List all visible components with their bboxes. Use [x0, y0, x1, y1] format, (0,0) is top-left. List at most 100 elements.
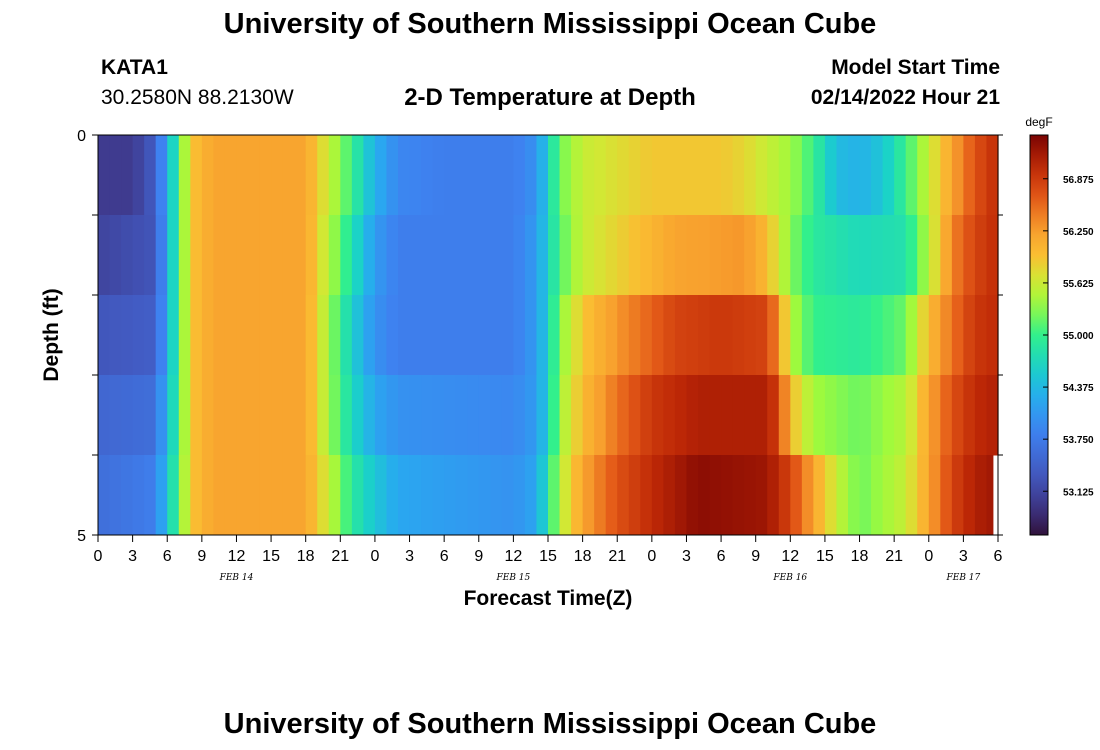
heatmap-cell	[824, 135, 838, 216]
heatmap-cell	[963, 375, 976, 456]
heatmap-cell	[894, 295, 907, 376]
heatmap-cell	[974, 135, 988, 216]
heatmap-cell	[824, 375, 838, 456]
heatmap-cell	[478, 455, 491, 536]
heatmap-cell	[294, 135, 307, 216]
heatmap-cell	[698, 135, 711, 216]
colorbar-tick-label: 55.625	[1063, 279, 1094, 290]
heatmap-cell	[524, 455, 538, 536]
heatmap-cell	[374, 295, 388, 376]
heatmap-cell	[478, 215, 491, 296]
heatmap-cell	[651, 295, 664, 376]
heatmap-cell	[686, 375, 699, 456]
heatmap-cell	[201, 135, 214, 216]
heatmap-cell	[974, 215, 988, 296]
heatmap-cell	[801, 375, 814, 456]
heatmap-cell	[109, 375, 122, 456]
heatmap-cell	[617, 215, 630, 296]
heatmap-cell	[721, 375, 734, 456]
heatmap-cell	[548, 295, 561, 376]
x-tick-label: 3	[959, 548, 968, 565]
heatmap-cell	[155, 215, 168, 296]
heatmap-cell	[536, 135, 549, 216]
heatmap-cell	[674, 295, 688, 376]
heatmap-cell	[351, 135, 364, 216]
heatmap-cell	[548, 135, 561, 216]
heatmap-cell	[674, 135, 688, 216]
heatmap-cell	[836, 295, 849, 376]
heatmap-cell	[409, 135, 422, 216]
heatmap-cell	[432, 375, 445, 456]
x-tick-label: 15	[262, 548, 280, 565]
heatmap-cell	[824, 295, 838, 376]
colorbar-tick-label: 53.750	[1063, 435, 1094, 446]
colorbar-tick-label: 53.125	[1063, 487, 1094, 498]
heatmap-cell	[940, 135, 953, 216]
heatmap-cell	[698, 295, 711, 376]
heatmap-cell	[582, 295, 595, 376]
x-tick-label: 6	[717, 548, 726, 565]
x-tick-label: 0	[94, 548, 103, 565]
heatmap-cell	[663, 375, 676, 456]
heatmap-cell	[478, 295, 491, 376]
heatmap-cell	[536, 455, 549, 536]
heatmap-cell	[259, 135, 272, 216]
heatmap-cell	[548, 215, 561, 296]
heatmap-cell	[490, 135, 503, 216]
heatmap-cell	[524, 215, 538, 296]
heatmap-cell	[259, 215, 272, 296]
heatmap-cell	[524, 295, 538, 376]
heatmap-cell	[248, 375, 261, 456]
heatmap-cell	[132, 215, 145, 296]
heatmap-cell	[698, 375, 711, 456]
heatmap-cell	[144, 455, 157, 536]
heatmap-cell	[951, 375, 964, 456]
heatmap-cell	[767, 375, 780, 456]
heatmap-cell	[882, 135, 895, 216]
heatmap-cell	[905, 135, 918, 216]
heatmap-cell	[467, 375, 480, 456]
heatmap-cell	[594, 135, 607, 216]
heatmap-cell	[709, 215, 722, 296]
heatmap-cell	[709, 135, 722, 216]
heatmap-cell	[859, 215, 872, 296]
heatmap-cell	[744, 295, 757, 376]
x-tick-label: 0	[370, 548, 379, 565]
chart-subtitle: 2-D Temperature at Depth	[404, 84, 696, 111]
heatmap-cell	[871, 375, 884, 456]
heatmap-cell	[848, 375, 861, 456]
heatmap-cell	[144, 135, 157, 216]
heatmap-cell	[144, 295, 157, 376]
heatmap-cell	[271, 215, 284, 296]
heatmap-cell	[848, 215, 861, 296]
heatmap-cell	[801, 215, 814, 296]
heatmap-cell	[594, 295, 607, 376]
colorbar-tick-label: 54.375	[1063, 383, 1094, 394]
heatmap-cell	[951, 295, 964, 376]
heatmap-cell	[905, 455, 918, 536]
heatmap-cell	[167, 375, 180, 456]
heatmap-cell	[928, 215, 941, 296]
heatmap-cell	[432, 215, 445, 296]
page-title: University of Southern Mississippi Ocean…	[223, 8, 877, 40]
heatmap-cell	[894, 135, 907, 216]
heatmap-cell	[501, 375, 514, 456]
heatmap-cell	[305, 215, 318, 296]
x-tick-label: 6	[163, 548, 172, 565]
heatmap-cell	[340, 375, 353, 456]
heatmap-cell	[455, 455, 468, 536]
heatmap-cell	[121, 375, 134, 456]
heatmap-cell	[155, 295, 168, 376]
heatmap-cell	[882, 295, 895, 376]
heatmap-cell	[778, 375, 791, 456]
date-label: FEB 14	[219, 573, 254, 583]
heatmap-cell	[686, 135, 699, 216]
heatmap-cell	[328, 375, 341, 456]
x-tick-label: 0	[924, 548, 933, 565]
heatmap-cell	[421, 215, 434, 296]
heatmap-cell	[790, 295, 803, 376]
heatmap-cell	[917, 215, 930, 296]
x-axis-label: Forecast Time(Z)	[464, 587, 633, 610]
x-tick-label: 3	[405, 548, 414, 565]
